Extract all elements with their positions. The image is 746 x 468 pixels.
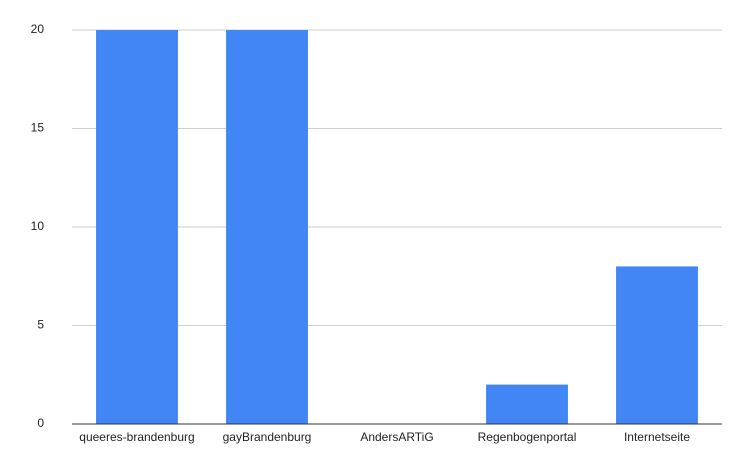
bar [616,266,698,424]
bar [226,30,308,424]
x-tick-label: Regenbogenportal [478,430,577,444]
y-tick-label: 10 [31,219,45,233]
y-tick-label: 5 [37,318,44,332]
y-tick-label: 20 [31,22,45,36]
x-tick-label: queeres-brandenburg [79,430,194,444]
x-tick-label: AndersARTiG [360,430,433,444]
x-tick-label: gayBrandenburg [223,430,312,444]
y-tick-label: 0 [37,416,44,430]
y-tick-label: 15 [31,121,45,135]
bar [96,30,178,424]
x-tick-label: Internetseite [624,430,690,444]
bar [486,384,568,424]
